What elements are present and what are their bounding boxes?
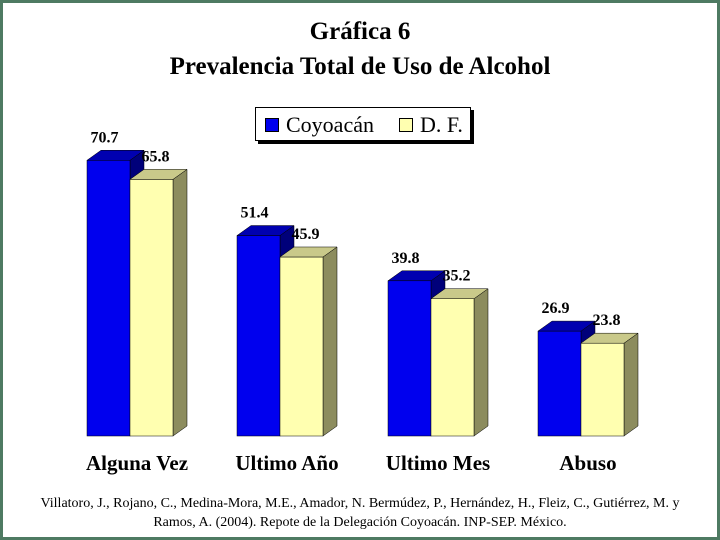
value-label: 65.8 <box>142 148 170 165</box>
bar-coyoacan-1-top <box>86 150 145 161</box>
bar-coyoacan-3 <box>387 280 432 437</box>
bar-df-4-top <box>580 332 639 344</box>
category-label: Ultimo Mes <box>386 451 490 475</box>
legend-label-df: D. F. <box>420 112 463 137</box>
chart-title: Gráfica 6 <box>309 18 411 45</box>
legend-label-coyoacan: Coyoacán <box>286 112 374 137</box>
bar-coyoacan-2-top <box>236 225 295 236</box>
bar-coyoacan-4 <box>537 330 582 437</box>
bar-coyoacan-2 <box>236 235 281 437</box>
bar-df-1-top <box>129 169 188 180</box>
bar-df-3-top <box>430 288 489 299</box>
bar-df-3 <box>430 298 475 437</box>
bar-df-2-top <box>279 246 338 258</box>
bar-df-3-side <box>473 288 489 437</box>
value-label: 70.7 <box>91 129 119 146</box>
bar-df-1-side <box>172 168 188 437</box>
legend-swatch-df <box>399 118 413 132</box>
bar-df-2-side <box>322 246 338 437</box>
chart-legend: Coyoacán D. F. <box>255 107 471 141</box>
bar-coyoacan-3-top <box>387 270 446 282</box>
value-label: 51.4 <box>241 205 269 222</box>
bar-df-1 <box>129 179 174 437</box>
category-label: Abuso <box>559 451 616 475</box>
category-label: Ultimo Año <box>235 451 338 475</box>
value-label: 39.8 <box>392 250 420 267</box>
bar-df-2 <box>279 256 324 437</box>
value-label: 23.8 <box>593 312 621 329</box>
chart-subtitle: Prevalencia Total de Uso de Alcohol <box>169 53 551 80</box>
value-label: 26.9 <box>542 300 570 317</box>
value-label: 35.2 <box>443 268 471 285</box>
value-label: 45.9 <box>292 226 320 243</box>
category-label: Alguna Vez <box>86 451 188 475</box>
bar-coyoacan-4-top <box>537 320 596 332</box>
bar-df-4 <box>580 342 625 437</box>
bar-coyoacan-1 <box>86 160 131 437</box>
source-citation: Villatoro, J., Rojano, C., Medina-Mora, … <box>40 496 680 530</box>
bar-df-4-side <box>623 332 639 437</box>
legend-swatch-coyoacan <box>265 118 279 132</box>
